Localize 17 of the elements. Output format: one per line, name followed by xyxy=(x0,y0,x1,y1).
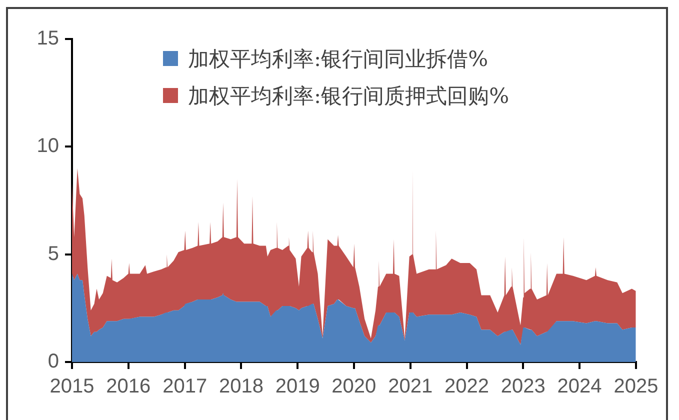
x-tick-label: 2025 xyxy=(614,376,658,398)
x-tick-label: 2020 xyxy=(332,376,376,398)
legend-label: 加权平均利率:银行间同业拆借% xyxy=(188,46,488,72)
y-tick-label: 15 xyxy=(36,28,59,50)
y-tick-label: 0 xyxy=(48,350,59,373)
y-tick-label: 10 xyxy=(36,135,59,158)
x-tick-label: 2018 xyxy=(218,376,264,398)
y-tick-label: 5 xyxy=(48,242,59,265)
x-tick-label: 2023 xyxy=(500,376,546,398)
x-tick-label: 2016 xyxy=(106,376,151,398)
x-tick-label: 2019 xyxy=(275,376,320,398)
x-tick-label: 2017 xyxy=(162,376,208,398)
x-tick-label: 2015 xyxy=(50,376,94,398)
x-tick-label: 2024 xyxy=(557,376,602,398)
x-tick-label: 2022 xyxy=(444,376,490,398)
x-tick-label: 2021 xyxy=(388,376,433,398)
legend-label: 加权平均利率:银行间质押式回购% xyxy=(188,82,510,110)
